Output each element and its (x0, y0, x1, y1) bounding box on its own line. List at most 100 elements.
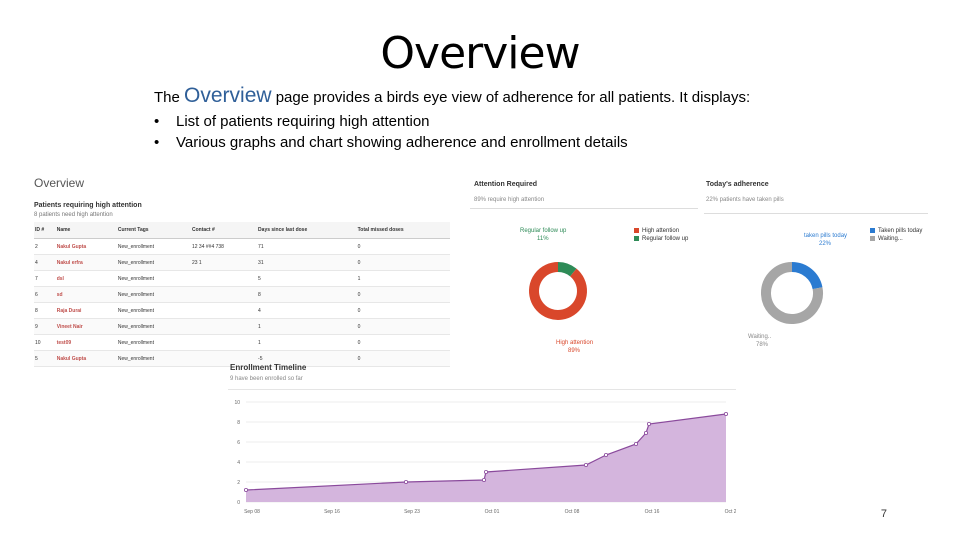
column-header[interactable]: Total missed doses (356, 222, 450, 239)
enrollment-line (245, 413, 727, 491)
data-point[interactable] (403, 480, 408, 485)
patient-name-link[interactable]: Raja Durai (55, 302, 117, 319)
column-header[interactable]: Contact # (190, 222, 258, 239)
y-tick-label: 8 (237, 420, 240, 426)
enrollment-area-chart: 0 2 4 6 8 10 Sep 08 Sep 16 Sep 23 Oct 01 Oct 08 Oct… (234, 400, 736, 515)
data-point[interactable] (646, 422, 651, 427)
table-row[interactable]: 9 Vineet Nair New_enrollment 1 0 (34, 318, 450, 335)
legend-item-waiting[interactable]: Waiting... (870, 236, 903, 242)
table-row[interactable]: 5 Nakul Gupta New_enrollment -5 0 (34, 350, 450, 367)
adherence-title: Today's adherence (706, 181, 769, 188)
cell-days: 5 (257, 270, 357, 287)
legend-label: High attention (642, 228, 680, 235)
section-subtitle: 8 patients need high attention (34, 212, 113, 218)
cell-contact (190, 334, 258, 351)
cell-days: -5 (257, 350, 357, 367)
regular-follow-up-label: Regular follow up (520, 228, 567, 234)
bullet-item: • Various graphs and chart showing adhere… (154, 134, 628, 151)
cell-days: 8 (257, 286, 357, 303)
patient-name-link[interactable]: Nakul erfra (55, 254, 117, 271)
patient-name-link[interactable]: Vineet Nair (55, 318, 117, 335)
high-attention-label: High attention (556, 340, 594, 346)
data-point[interactable] (583, 463, 588, 468)
column-header[interactable]: Days since last dose (257, 222, 357, 239)
cell-contact (190, 270, 258, 287)
chart-frame (228, 389, 736, 520)
cell-missed: 0 (356, 350, 450, 367)
table-row[interactable]: 7 dsl New_enrollment 5 1 (34, 270, 450, 287)
cell-missed: 0 (356, 302, 450, 319)
adherence-subtitle: 22% patients have taken pills (706, 197, 784, 203)
cell-id: 6 (34, 286, 56, 303)
legend-item-regular-follow-up[interactable]: Regular follow up (634, 236, 688, 242)
overview-panel-title: Overview (34, 176, 85, 190)
cell-tag: New_enrollment (116, 334, 191, 351)
patient-name-link[interactable]: dsl (55, 270, 117, 287)
table-row[interactable]: 6 sd New_enrollment 8 0 (34, 286, 450, 303)
patient-name-link[interactable]: Nakul Gupta (55, 350, 117, 367)
table-row[interactable]: 2 Nakul Gupta New_enrollment 12 34 ##4 738 7… (34, 238, 450, 255)
table-row[interactable]: 8 Raja Durai New_enrollment 4 0 (34, 302, 450, 319)
data-point[interactable] (243, 487, 248, 492)
cell-days: 71 (257, 238, 357, 255)
taken-value: 22% (819, 241, 832, 247)
cell-tag: New_enrollment (116, 350, 191, 367)
x-tick-label: Oct 16 (645, 509, 660, 515)
slice-regular-follow-up[interactable] (557, 262, 577, 277)
legend-swatch (870, 236, 875, 241)
legend-swatch (634, 228, 639, 233)
timeline-title: Enrollment Timeline (230, 363, 307, 372)
table-row[interactable]: 4 Nakul erfra New_enrollment 23 1 31 0 (34, 254, 450, 271)
legend-label: Taken pills today (878, 228, 923, 235)
column-header[interactable]: Current Tags (116, 222, 191, 239)
column-header[interactable]: ID # (34, 222, 56, 239)
x-tick-label: Sep 08 (244, 509, 260, 515)
table-row[interactable]: 10 test09 New_enrollment 1 0 (34, 334, 450, 351)
cell-days: 1 (257, 334, 357, 351)
bullet-list: • List of patients requiring high attenti… (154, 113, 628, 155)
data-point[interactable] (481, 478, 486, 483)
regular-follow-up-value: 11% (537, 236, 549, 242)
attention-subtitle: 89% require high attention (474, 197, 545, 203)
data-point[interactable] (603, 453, 608, 458)
legend-label: Regular follow up (642, 236, 689, 243)
legend-item-taken[interactable]: Taken pills today (870, 228, 922, 234)
cell-contact (190, 318, 258, 335)
adherence-donut-chart (761, 262, 823, 324)
column-header[interactable]: Name (55, 222, 117, 239)
cell-missed: 0 (356, 286, 450, 303)
slice-high-attention[interactable] (529, 262, 587, 320)
y-tick-label: 6 (237, 440, 240, 446)
attention-donut-chart (529, 262, 587, 320)
cell-missed: 0 (356, 238, 450, 255)
enrollment-timeline-panel: Enrollment Timeline 9 have been enrolled… (228, 358, 736, 520)
cell-tag: New_enrollment (116, 318, 191, 335)
intro-after: page provides a birds eye view of adhere… (271, 89, 751, 106)
cell-tag: New_enrollment (116, 238, 191, 255)
cell-missed: 0 (356, 334, 450, 351)
legend-item-high-attention[interactable]: High attention (634, 228, 679, 234)
x-tick-label: Sep 23 (404, 509, 420, 515)
patient-name-link[interactable]: sd (55, 286, 117, 303)
cell-id: 4 (34, 254, 56, 271)
patient-name-link[interactable]: Nakul Gupta (55, 238, 117, 255)
intro-before: The (154, 89, 185, 106)
data-point[interactable] (723, 412, 728, 417)
adherence-panel: Today's adherence 22% patients have take… (704, 178, 928, 363)
data-point[interactable] (643, 431, 648, 436)
cell-id: 2 (34, 238, 56, 255)
slide-number: 7 (880, 508, 887, 520)
data-point[interactable] (633, 442, 638, 447)
taken-label: taken pills today (804, 233, 848, 239)
slice-waiting[interactable] (761, 262, 823, 324)
data-point[interactable] (483, 470, 488, 475)
patient-name-link[interactable]: test09 (55, 334, 117, 351)
cell-contact (190, 302, 258, 319)
cell-tag: New_enrollment (116, 302, 191, 319)
timeline-subtitle: 9 have been enrolled so far (230, 376, 303, 382)
cell-days: 4 (257, 302, 357, 319)
y-tick-label: 4 (237, 460, 240, 466)
cell-missed: 0 (356, 318, 450, 335)
slice-taken-pills[interactable] (791, 262, 823, 290)
legend-swatch (634, 236, 639, 241)
